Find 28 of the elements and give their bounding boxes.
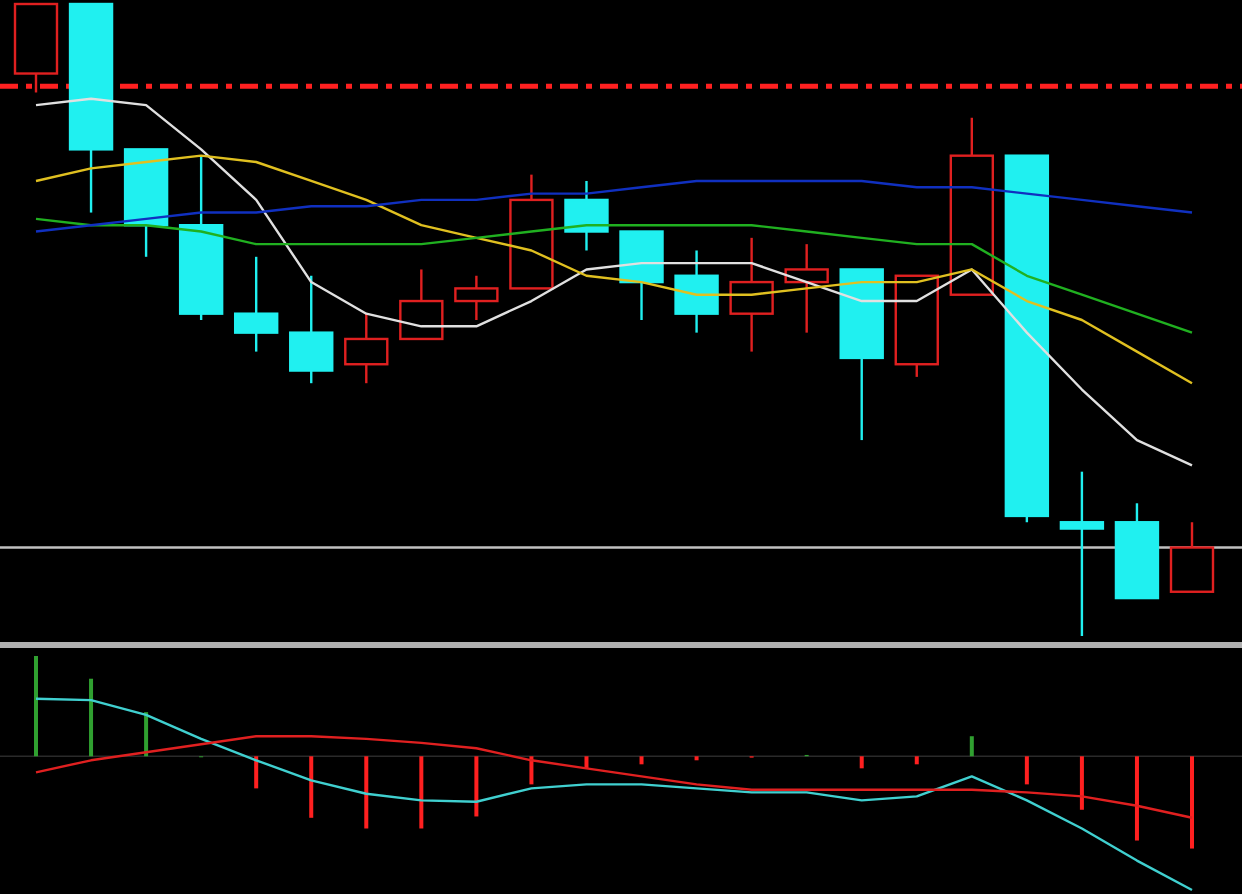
candlestick	[784, 242, 829, 334]
candlestick	[289, 274, 334, 385]
bar	[529, 756, 534, 785]
candlestick	[564, 179, 609, 252]
bar	[1190, 756, 1194, 849]
bar	[419, 756, 424, 829]
bar	[1079, 756, 1084, 810]
bar	[859, 756, 864, 769]
candlestick	[344, 312, 389, 385]
bar	[309, 756, 314, 818]
candlestick	[454, 274, 499, 322]
bar	[969, 736, 974, 757]
bar	[89, 678, 94, 757]
candlestick	[1059, 470, 1105, 638]
candlestick	[233, 255, 279, 353]
candlestick	[674, 249, 719, 334]
candlestick	[1169, 521, 1215, 593]
bar	[364, 756, 369, 829]
bar	[639, 756, 644, 765]
bar	[254, 756, 259, 789]
bar	[1024, 756, 1029, 785]
bar	[914, 756, 919, 765]
bar	[34, 656, 38, 757]
bar	[1134, 756, 1139, 841]
candlestick	[729, 236, 774, 353]
candlestick	[399, 268, 444, 341]
bar	[474, 756, 479, 817]
bar	[584, 756, 589, 769]
